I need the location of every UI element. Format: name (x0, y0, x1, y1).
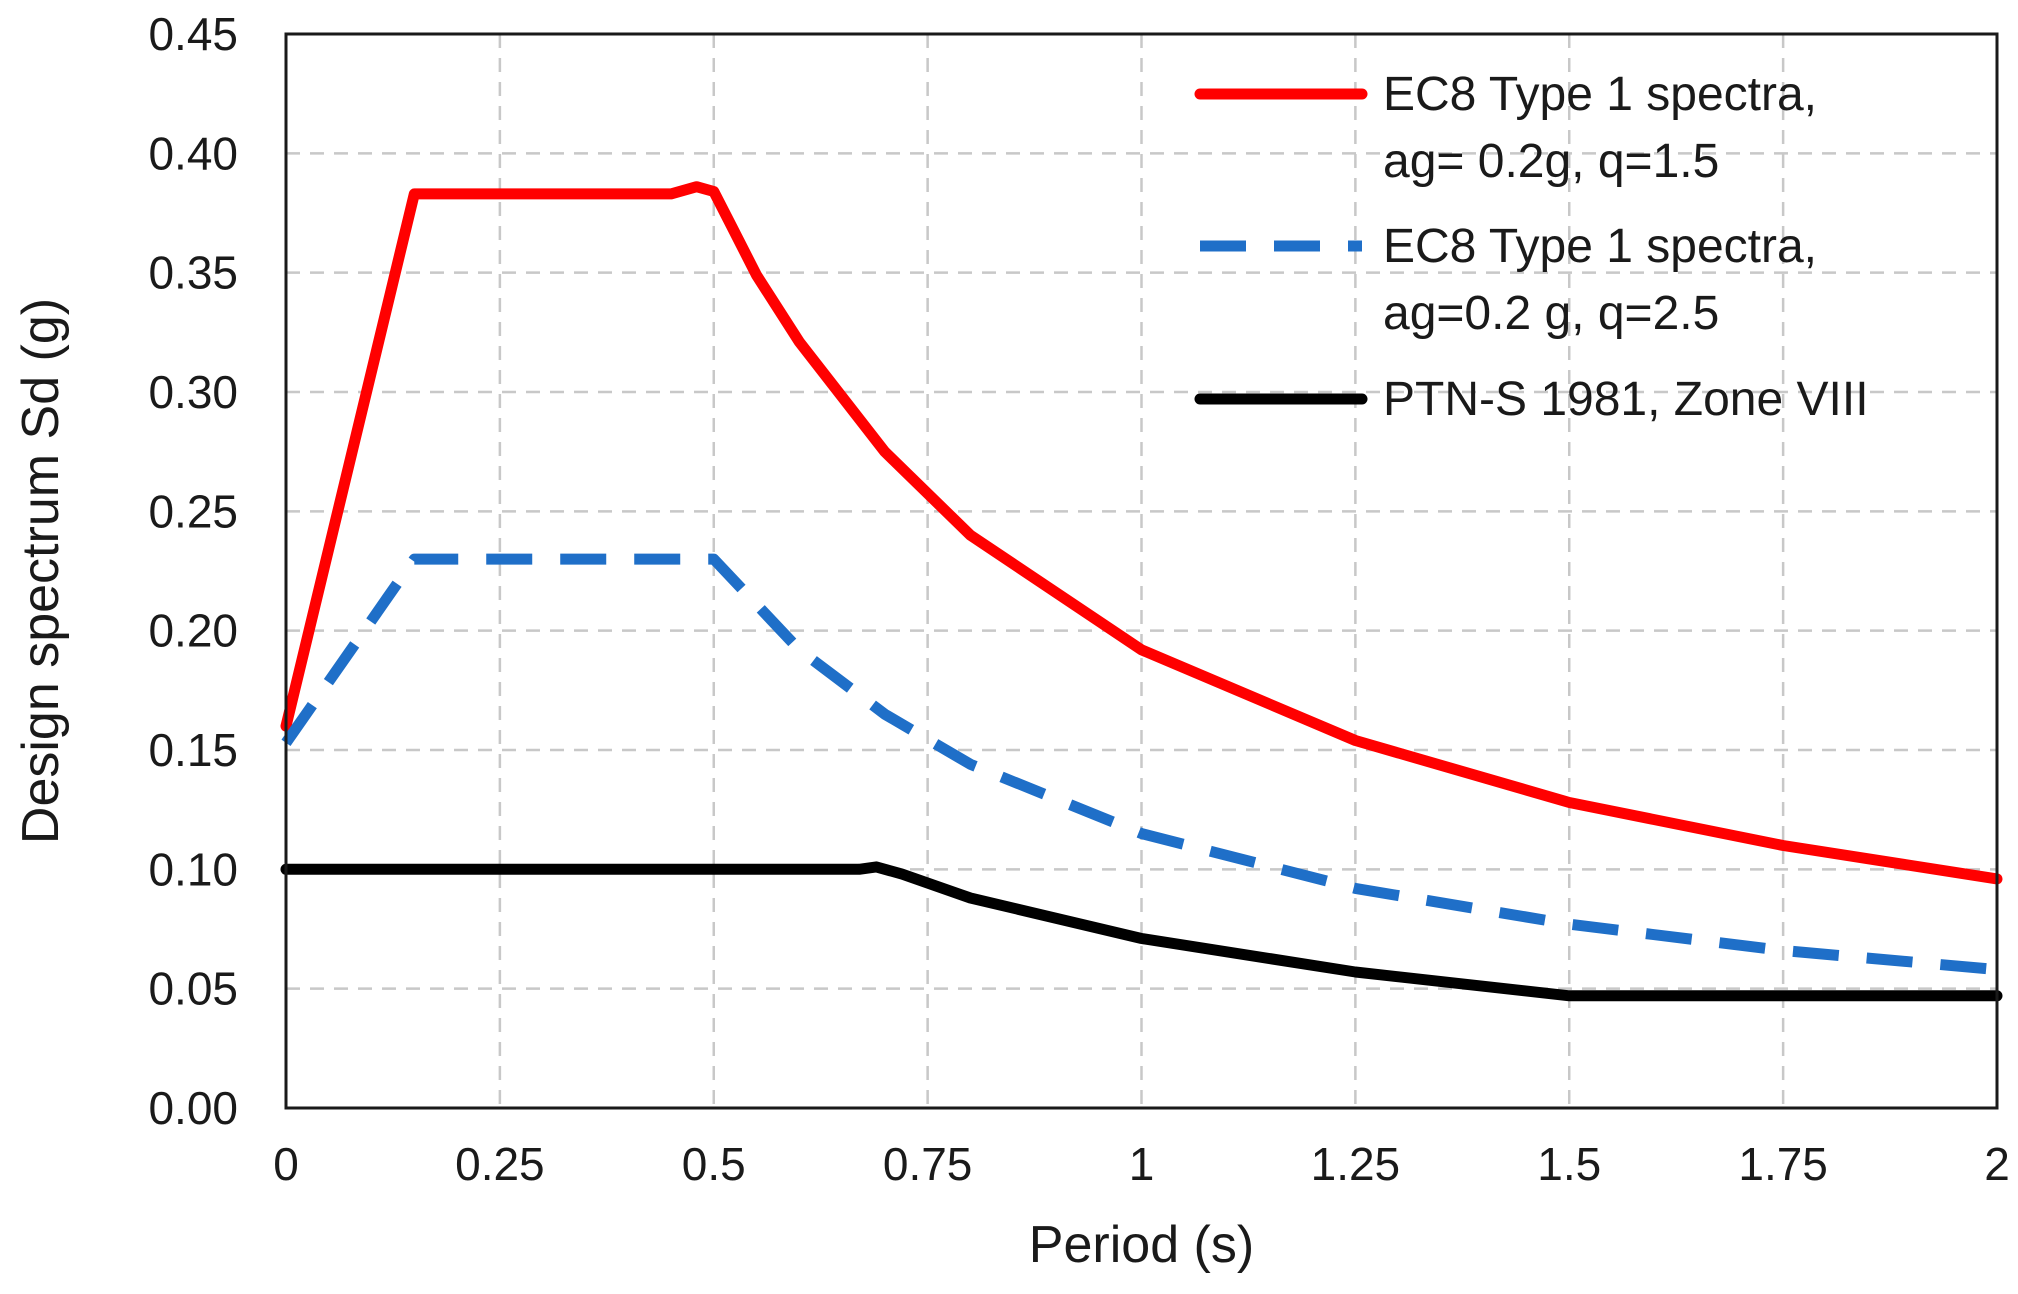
legend-entry-2-line-2: ag=0.2 g, q=2.5 (1383, 287, 1719, 340)
series-line-2 (281, 553, 1998, 976)
legend-entry-1-line-1: EC8 Type 1 spectra, (1383, 68, 1817, 121)
x-tick-label: 1.5 (1537, 1138, 1601, 1190)
x-tick-label: 1 (1129, 1138, 1155, 1190)
y-tick-label: 0.30 (148, 366, 238, 418)
series-layer (280, 181, 2003, 1002)
legend-entry-2-line-1: EC8 Type 1 spectra, (1383, 220, 1817, 273)
y-tick-label: 0.40 (148, 127, 238, 179)
x-tick-label: 2 (1984, 1138, 2010, 1190)
y-tick-label: 0.05 (148, 963, 238, 1015)
grid-layer (286, 34, 1997, 1108)
y-tick-label: 0.00 (148, 1082, 238, 1134)
x-tick-label: 1.75 (1738, 1138, 1828, 1190)
y-tick-label: 0.15 (148, 724, 238, 776)
series-line-1 (280, 181, 2003, 885)
tick-layer: 0 0.25 0.5 0.75 1 1.25 1.5 1.75 2 0.00 0.05 0.10 0.1… (148, 8, 2009, 1190)
y-axis-title: Design spectrum Sd (g) (12, 298, 70, 844)
y-tick-label: 0.10 (148, 843, 238, 895)
x-tick-label: 0 (273, 1138, 299, 1190)
x-tick-label: 0.75 (883, 1138, 973, 1190)
y-tick-label: 0.45 (148, 8, 238, 60)
legend-entry-3-line-1: PTN-S 1981, Zone VIII (1383, 373, 1869, 426)
x-tick-label: 0.25 (455, 1138, 545, 1190)
legend-entry-1-line-2: ag= 0.2g, q=1.5 (1383, 135, 1719, 188)
legend: EC8 Type 1 spectra, ag= 0.2g, q=1.5 EC8 Ty… (1194, 68, 1869, 426)
y-tick-label: 0.25 (148, 485, 238, 537)
y-tick-label: 0.20 (148, 605, 238, 657)
x-tick-label: 1.25 (1311, 1138, 1401, 1190)
y-tick-label: 0.35 (148, 247, 238, 299)
x-tick-label: 0.5 (682, 1138, 746, 1190)
plot-frame (284, 32, 1999, 1110)
series-line-3 (280, 861, 2003, 1002)
x-axis-title: Period (s) (1029, 1216, 1254, 1274)
